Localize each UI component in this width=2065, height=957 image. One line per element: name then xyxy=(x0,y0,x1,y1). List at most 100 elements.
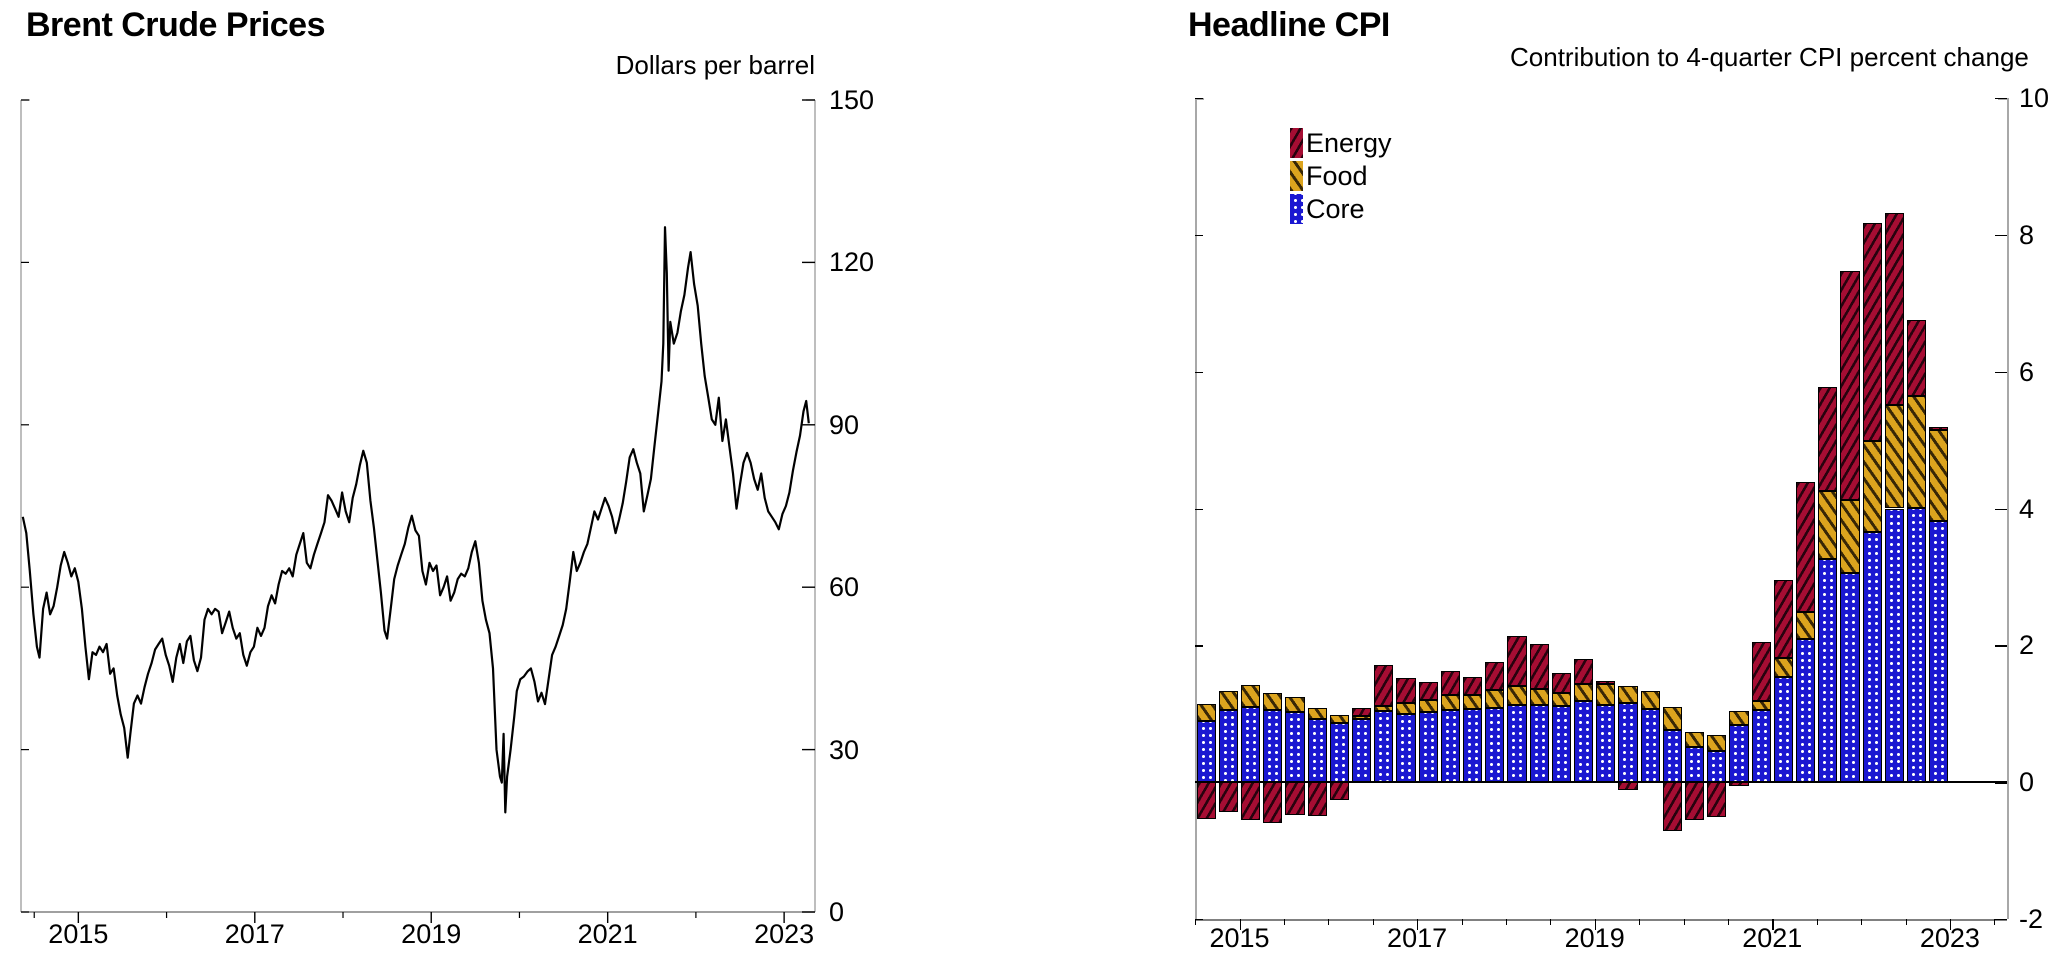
cpi-axis-unit-label: Contribution to 4-quarter CPI percent ch… xyxy=(1510,42,2029,72)
bar-core-2016Q4 xyxy=(1351,719,1372,783)
bar-food-2021Q1 xyxy=(1729,711,1749,726)
y-tick xyxy=(1195,645,1203,647)
bar-energy-2023Q1 xyxy=(1906,319,1927,397)
bar-core-2019Q2 xyxy=(1573,701,1594,783)
bar-food-2016Q3 xyxy=(1329,715,1350,723)
bar-food-2015Q2 xyxy=(1218,691,1239,711)
y-tick-label: 0 xyxy=(2019,767,2035,798)
bar-core-2023Q2 xyxy=(1929,520,1949,783)
bar-energy-2019Q4 xyxy=(1618,782,1638,791)
bar-food-2017Q3 xyxy=(1418,700,1438,713)
y-tick-label: 6 xyxy=(2019,356,2035,387)
y-tick-label: 8 xyxy=(2019,219,2035,250)
bar-core-2017Q4 xyxy=(1440,710,1461,783)
bar-core-2021Q4 xyxy=(1795,639,1816,783)
bar-core-2020Q4 xyxy=(1707,751,1727,783)
legend-label: Food xyxy=(1306,160,1368,191)
bar-core-2019Q3 xyxy=(1596,704,1616,783)
x-tick-minor xyxy=(1994,919,1996,925)
bar-energy-2018Q3 xyxy=(1507,636,1527,687)
bar-food-2016Q4 xyxy=(1351,716,1372,720)
bar-energy-2015Q1 xyxy=(1196,782,1216,820)
bar-food-2022Q2 xyxy=(1840,499,1860,574)
x-tick-minor xyxy=(1683,919,1685,925)
bar-energy-2021Q4 xyxy=(1795,481,1816,612)
bar-core-2015Q4 xyxy=(1263,710,1283,783)
bar-food-2017Q2 xyxy=(1396,703,1416,715)
bar-core-2015Q2 xyxy=(1218,710,1239,783)
x-tick-major xyxy=(1949,919,1952,930)
bar-energy-2021Q2 xyxy=(1751,641,1771,702)
bar-core-2022Q2 xyxy=(1840,573,1860,783)
bar-food-2017Q4 xyxy=(1440,695,1461,711)
brent-axis-unit-label: Dollars per barrel xyxy=(615,50,815,80)
y-tick-label: 4 xyxy=(2019,493,2035,524)
legend-row-core: Core xyxy=(1290,192,1392,225)
legend-row-food: Food xyxy=(1290,159,1392,192)
y-tick-label: 0 xyxy=(829,897,845,927)
bar-food-2019Q1 xyxy=(1551,693,1572,707)
cpi-legend: Energy Food Core xyxy=(1290,126,1392,225)
bar-food-2019Q4 xyxy=(1618,685,1638,703)
x-tick-major xyxy=(1772,919,1774,930)
bar-food-2020Q4 xyxy=(1707,734,1727,752)
bar-energy-2022Q4 xyxy=(1884,212,1905,406)
bar-food-2020Q1 xyxy=(1640,691,1660,709)
bar-food-2017Q1 xyxy=(1374,706,1394,711)
bar-core-2018Q2 xyxy=(1485,708,1505,783)
bar-energy-2021Q3 xyxy=(1773,580,1794,659)
y-tick xyxy=(1995,919,2007,921)
bar-core-2018Q3 xyxy=(1507,704,1527,783)
bar-energy-2022Q1 xyxy=(1818,386,1838,492)
bar-food-2021Q4 xyxy=(1795,611,1816,640)
x-tick-major xyxy=(1594,919,1597,930)
bar-energy-2016Q3 xyxy=(1329,782,1350,800)
bar-food-2023Q2 xyxy=(1929,429,1949,521)
y-tick xyxy=(1995,508,2007,510)
bar-food-2018Q4 xyxy=(1529,689,1549,705)
core-swatch-icon xyxy=(1290,193,1303,224)
bar-energy-2017Q3 xyxy=(1418,682,1438,701)
bar-energy-2016Q4 xyxy=(1351,707,1372,717)
bar-core-2018Q1 xyxy=(1462,708,1483,783)
food-swatch-icon xyxy=(1290,160,1303,191)
y-tick-label: 90 xyxy=(829,409,860,440)
bar-energy-2017Q2 xyxy=(1396,678,1416,704)
bar-food-2016Q1 xyxy=(1285,697,1305,713)
y-tick xyxy=(1195,234,1203,237)
y-tick xyxy=(1995,371,2007,374)
y-tick xyxy=(1995,98,2007,100)
x-tick-minor xyxy=(1461,919,1463,925)
bar-core-2017Q3 xyxy=(1418,712,1438,783)
bar-food-2015Q4 xyxy=(1263,692,1283,711)
y-tick xyxy=(1195,98,1203,100)
x-tick-minor xyxy=(1328,919,1330,925)
x-tick-major xyxy=(1239,919,1241,930)
x-tick-label: 2023 xyxy=(1919,923,1980,953)
bar-core-2021Q3 xyxy=(1773,677,1794,783)
legend-label: Core xyxy=(1306,193,1365,224)
bar-core-2019Q1 xyxy=(1551,706,1572,783)
energy-swatch-icon xyxy=(1290,127,1303,158)
legend-label: Energy xyxy=(1306,127,1392,158)
bar-energy-2020Q2 xyxy=(1662,782,1683,832)
x-tick-minor xyxy=(1905,919,1907,925)
bar-energy-2015Q3 xyxy=(1240,782,1261,821)
bar-energy-2022Q2 xyxy=(1840,271,1860,500)
bar-core-2017Q2 xyxy=(1396,714,1416,783)
bar-energy-2019Q1 xyxy=(1551,673,1572,694)
x-tick-minor xyxy=(1861,919,1863,925)
bar-core-2019Q4 xyxy=(1618,702,1638,783)
x-tick-label: 2019 xyxy=(401,919,462,949)
bar-energy-2015Q2 xyxy=(1218,782,1239,812)
x-tick-label: 2017 xyxy=(1387,923,1448,953)
x-tick-label: 2015 xyxy=(48,919,109,949)
bar-food-2015Q3 xyxy=(1240,685,1261,707)
x-tick-minor xyxy=(1639,919,1641,925)
cpi-chart-title: Headline CPI xyxy=(1188,6,1390,44)
x-tick-label: 2021 xyxy=(577,919,638,949)
bar-core-2022Q1 xyxy=(1818,559,1838,783)
y-tick xyxy=(1995,234,2007,237)
bar-core-2022Q3 xyxy=(1862,531,1882,783)
